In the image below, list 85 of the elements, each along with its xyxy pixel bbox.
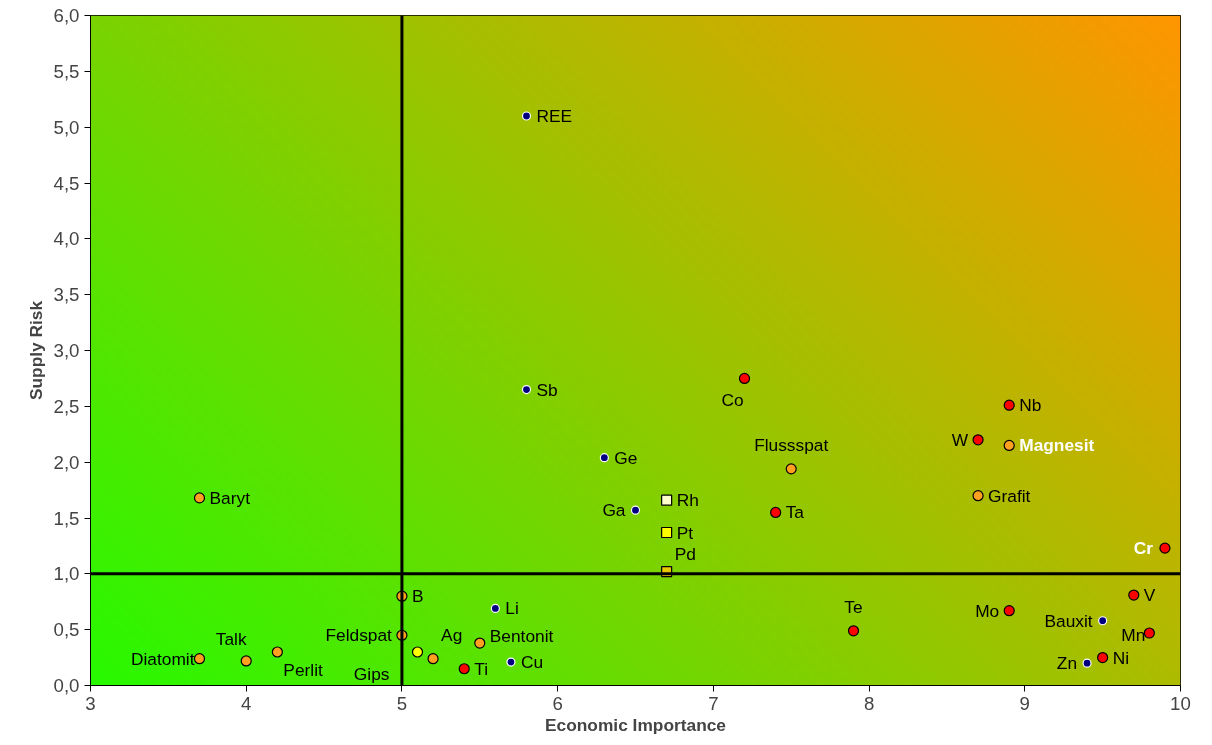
point [770, 506, 782, 519]
y-tick-label: 2,5 [53, 395, 80, 417]
annotation: Baryt [209, 487, 251, 508]
y-tick-label: 1,5 [53, 507, 80, 529]
point [1003, 439, 1015, 452]
x-tick-label: 3 [85, 692, 96, 714]
annotation: Pt [676, 522, 694, 543]
x-tick-label: 7 [708, 692, 719, 714]
y-tick-label: 1,0 [53, 563, 80, 585]
point [193, 492, 206, 504]
point [1097, 651, 1109, 664]
point [1098, 616, 1108, 626]
annotation: Mo [975, 600, 1000, 621]
point [738, 372, 751, 385]
point [599, 453, 609, 463]
annotation: Li [505, 598, 519, 619]
y-tick-label: 2,0 [53, 451, 80, 473]
annotation: Te [844, 596, 863, 617]
annotation: Flussspat [754, 434, 829, 455]
x-tick-label: 10 [1170, 692, 1191, 714]
point [972, 490, 984, 502]
point [506, 657, 516, 667]
x-tick-label: 4 [241, 692, 252, 714]
annotation: Co [721, 390, 744, 411]
annotation: Ge [614, 447, 638, 468]
annotation: Rh [676, 490, 699, 511]
annotation: Perlit [283, 660, 324, 680]
annotation: Talk [215, 628, 247, 649]
y-tick-label: 4,5 [53, 172, 80, 194]
x-tick-label: 9 [1019, 692, 1030, 714]
annotation: Ag [441, 624, 463, 645]
x-tick-label: 5 [396, 692, 408, 714]
point [847, 625, 860, 637]
point [458, 663, 470, 675]
annotation: Feldspat [325, 625, 393, 646]
point [411, 646, 424, 658]
annotation: Pd [674, 543, 696, 564]
point [1159, 542, 1171, 554]
annotation: Magnesit [1019, 435, 1095, 456]
y-tick-label: 0,5 [53, 619, 80, 641]
annotation: Zn [1056, 653, 1078, 674]
annotation: Ti [474, 658, 489, 679]
point [1003, 399, 1015, 411]
point [972, 434, 984, 446]
point [1082, 658, 1092, 668]
y-tick-label: 0,0 [53, 675, 80, 696]
annotation: B [411, 586, 424, 607]
annotation: Sb [536, 379, 558, 400]
annotation: Bauxit [1044, 610, 1093, 631]
point [271, 646, 283, 658]
y-tick-label: 3,0 [53, 340, 80, 361]
annotation: Cu [520, 652, 544, 673]
point [1128, 589, 1140, 601]
annotation: Bentonit [489, 626, 554, 647]
x-axis-title: Economic Importance [544, 714, 727, 735]
annotation: Diatomit [130, 648, 195, 669]
point [1003, 605, 1015, 617]
annotation: Ta [785, 502, 805, 523]
x-tick-label: 6 [552, 692, 563, 714]
y-tick-label: 6,0 [53, 5, 80, 26]
x-tick-label: 8 [863, 692, 875, 714]
point [630, 505, 641, 515]
y-tick-label: 3,5 [53, 284, 80, 306]
y-tick-label: 5,5 [53, 60, 80, 82]
annotation: Ga [602, 500, 626, 521]
point [521, 384, 532, 395]
point [240, 655, 252, 667]
point [521, 111, 532, 121]
point [490, 603, 500, 614]
point [474, 637, 486, 649]
annotation: REE [536, 106, 573, 126]
y-tick-label: 4,0 [53, 228, 80, 250]
annotation: Gips [353, 664, 390, 684]
annotation: Nb [1019, 395, 1042, 416]
annotation: Mn [1121, 625, 1146, 646]
point [785, 463, 797, 475]
point [427, 653, 439, 665]
annotation: Cr [1133, 538, 1154, 559]
annotation: W [951, 429, 969, 450]
annotation: Grafit [988, 485, 1031, 506]
point [661, 494, 673, 506]
annotation: Ni [1112, 647, 1130, 668]
annotation: V [1143, 585, 1156, 606]
y-axis-title: Supply Risk [25, 300, 46, 401]
y-tick-label: 5,0 [53, 116, 80, 138]
